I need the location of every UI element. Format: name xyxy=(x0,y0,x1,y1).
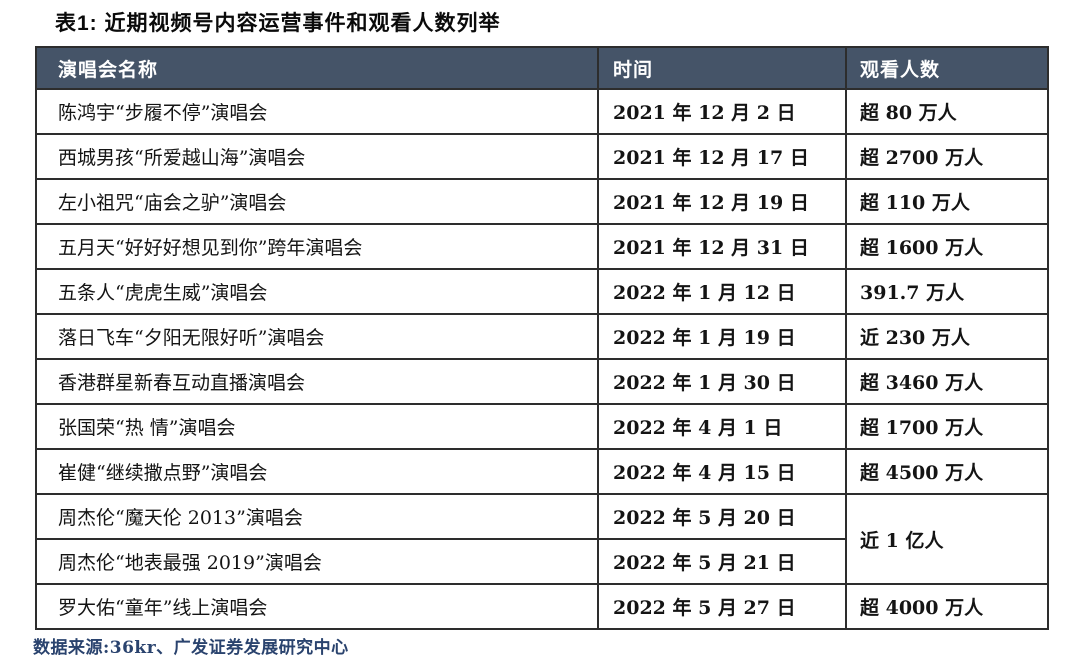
viewers-cell: 超 4000 万人 xyxy=(845,583,1049,630)
concert-name-cell: 香港群星新春互动直播演唱会 xyxy=(35,358,599,405)
column-header-date: 时间 xyxy=(597,46,847,90)
table-row: 张国荣“热 情”演唱会 2022 年 4 月 1 日 超 1700 万人 xyxy=(35,403,1049,450)
viewers-cell: 超 4500 万人 xyxy=(845,448,1049,495)
concert-name-cell: 周杰伦“魔天伦 2013”演唱会 xyxy=(35,493,599,540)
viewers-cell: 超 110 万人 xyxy=(845,178,1049,225)
viewers-cell: 超 80 万人 xyxy=(845,88,1049,135)
concert-name-cell: 落日飞车“夕阳无限好听”演唱会 xyxy=(35,313,599,360)
column-header-viewers: 观看人数 xyxy=(845,46,1049,90)
date-cell: 2021 年 12 月 17 日 xyxy=(597,133,847,180)
date-cell: 2022 年 5 月 20 日 xyxy=(597,493,847,540)
concert-name-cell: 五条人“虎虎生威”演唱会 xyxy=(35,268,599,315)
table-row: 落日飞车“夕阳无限好听”演唱会 2022 年 1 月 19 日 近 230 万人 xyxy=(35,313,1049,360)
date-cell: 2021 年 12 月 19 日 xyxy=(597,178,847,225)
table-row: 五条人“虎虎生威”演唱会 2022 年 1 月 12 日 391.7 万人 xyxy=(35,268,1049,315)
table-row: 五月天“好好好想见到你”跨年演唱会 2021 年 12 月 31 日 超 160… xyxy=(35,223,1049,270)
concert-name-cell: 周杰伦“地表最强 2019”演唱会 xyxy=(35,538,599,585)
viewers-cell: 超 1700 万人 xyxy=(845,403,1049,450)
table-title: 表1: 近期视频号内容运营事件和观看人数列举 xyxy=(55,12,501,35)
date-cell: 2022 年 1 月 12 日 xyxy=(597,268,847,315)
concert-name-cell: 张国荣“热 情”演唱会 xyxy=(35,403,599,450)
date-cell: 2021 年 12 月 2 日 xyxy=(597,88,847,135)
viewers-cell: 超 1600 万人 xyxy=(845,223,1049,270)
date-cell: 2022 年 5 月 27 日 xyxy=(597,583,847,630)
column-header-concert-name: 演唱会名称 xyxy=(35,46,599,90)
date-cell: 2022 年 5 月 21 日 xyxy=(597,538,847,585)
date-cell: 2022 年 1 月 19 日 xyxy=(597,313,847,360)
concert-name-cell: 崔健“继续撒点野”演唱会 xyxy=(35,448,599,495)
viewers-cell: 近 230 万人 xyxy=(845,313,1049,360)
concerts-table: 演唱会名称 时间 观看人数 陈鸿宇“步履不停”演唱会 2021 年 12 月 2… xyxy=(35,46,1049,630)
concert-name-cell: 五月天“好好好想见到你”跨年演唱会 xyxy=(35,223,599,270)
data-source: 数据来源:36kr、广发证券发展研究中心 xyxy=(33,638,349,658)
table-row: 陈鸿宇“步履不停”演唱会 2021 年 12 月 2 日 超 80 万人 xyxy=(35,88,1049,135)
date-cell: 2022 年 1 月 30 日 xyxy=(597,358,847,405)
table-row: 周杰伦“魔天伦 2013”演唱会 2022 年 5 月 20 日 近 1 亿人 xyxy=(35,493,1049,585)
table-row: 崔健“继续撒点野”演唱会 2022 年 4 月 15 日 超 4500 万人 xyxy=(35,448,1049,495)
concert-name-cell: 陈鸿宇“步履不停”演唱会 xyxy=(35,88,599,135)
concert-name-cell: 左小祖咒“庙会之驴”演唱会 xyxy=(35,178,599,225)
viewers-cell: 超 2700 万人 xyxy=(845,133,1049,180)
viewers-cell: 391.7 万人 xyxy=(845,268,1049,315)
date-cell: 2022 年 4 月 1 日 xyxy=(597,403,847,450)
table-row: 香港群星新春互动直播演唱会 2022 年 1 月 30 日 超 3460 万人 xyxy=(35,358,1049,405)
table-row: 周杰伦“地表最强 2019”演唱会 2022 年 5 月 21 日 xyxy=(35,538,1048,585)
concert-name-cell: 罗大佑“童年”线上演唱会 xyxy=(35,583,599,630)
viewers-merged-cell: 近 1 亿人 xyxy=(845,493,1049,585)
table-row: 左小祖咒“庙会之驴”演唱会 2021 年 12 月 19 日 超 110 万人 xyxy=(35,178,1049,225)
table-row: 罗大佑“童年”线上演唱会 2022 年 5 月 27 日 超 4000 万人 xyxy=(35,583,1049,630)
date-cell: 2021 年 12 月 31 日 xyxy=(597,223,847,270)
table-header-row: 演唱会名称 时间 观看人数 xyxy=(35,46,1049,90)
table-row: 西城男孩“所爱越山海”演唱会 2021 年 12 月 17 日 超 2700 万… xyxy=(35,133,1049,180)
viewers-cell: 超 3460 万人 xyxy=(845,358,1049,405)
concert-name-cell: 西城男孩“所爱越山海”演唱会 xyxy=(35,133,599,180)
date-cell: 2022 年 4 月 15 日 xyxy=(597,448,847,495)
